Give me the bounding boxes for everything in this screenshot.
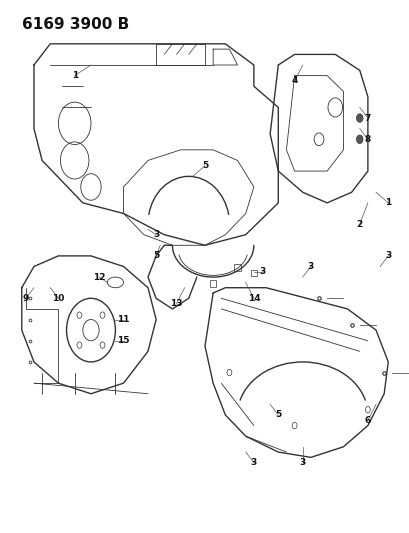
Text: 3: 3 (307, 262, 313, 271)
Text: 5: 5 (274, 410, 281, 419)
Text: 6169 3900 B: 6169 3900 B (22, 17, 129, 33)
Text: 3: 3 (299, 458, 305, 467)
Text: 3: 3 (384, 252, 391, 261)
Text: 14: 14 (247, 294, 260, 303)
Circle shape (355, 114, 362, 122)
Text: 9: 9 (22, 294, 29, 303)
Text: 3: 3 (258, 268, 265, 276)
Text: 3: 3 (250, 458, 256, 467)
Text: 7: 7 (364, 114, 370, 123)
Text: 5: 5 (201, 161, 208, 170)
Circle shape (355, 135, 362, 143)
Text: 10: 10 (52, 294, 65, 303)
Text: 8: 8 (364, 135, 370, 144)
Text: 6: 6 (364, 416, 370, 425)
Bar (250, 270, 256, 276)
Text: 15: 15 (117, 336, 130, 345)
Text: 5: 5 (153, 252, 159, 261)
Text: 1: 1 (384, 198, 391, 207)
Text: 2: 2 (356, 220, 362, 229)
Text: 1: 1 (72, 71, 78, 80)
Bar (234, 264, 240, 271)
Text: 4: 4 (291, 76, 297, 85)
Text: 3: 3 (153, 230, 159, 239)
Bar (209, 280, 216, 287)
Text: 13: 13 (170, 299, 182, 308)
Text: 12: 12 (93, 272, 105, 281)
Text: 11: 11 (117, 315, 130, 324)
